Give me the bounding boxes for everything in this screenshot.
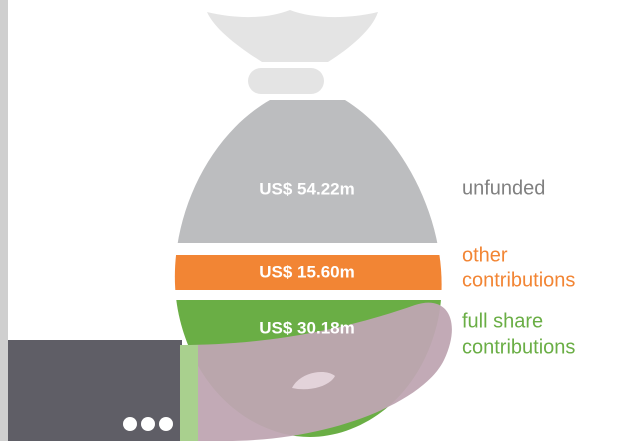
cuff: [180, 345, 198, 441]
label: full share: [462, 310, 543, 332]
sleeve: [8, 340, 182, 441]
segment-unfunded: [150, 90, 470, 243]
amount: US$ 54.22m: [259, 179, 354, 198]
label: contributions: [462, 269, 575, 291]
label: contributions: [462, 336, 575, 358]
bag-top: [207, 10, 378, 62]
side-bar: [0, 0, 8, 441]
label: unfunded: [462, 177, 545, 199]
bag-knot: [248, 68, 324, 94]
amount: US$ 30.18m: [259, 318, 354, 337]
infographic: US$ 54.22m US$ 15.60m US$ 30.18m unfunde…: [0, 0, 618, 441]
label: other: [462, 244, 508, 266]
amount: US$ 15.60m: [259, 262, 354, 281]
page: US$ 54.22m US$ 15.60m US$ 30.18m unfunde…: [0, 0, 618, 441]
dot: [159, 417, 173, 431]
dot: [123, 417, 137, 431]
dot: [141, 417, 155, 431]
